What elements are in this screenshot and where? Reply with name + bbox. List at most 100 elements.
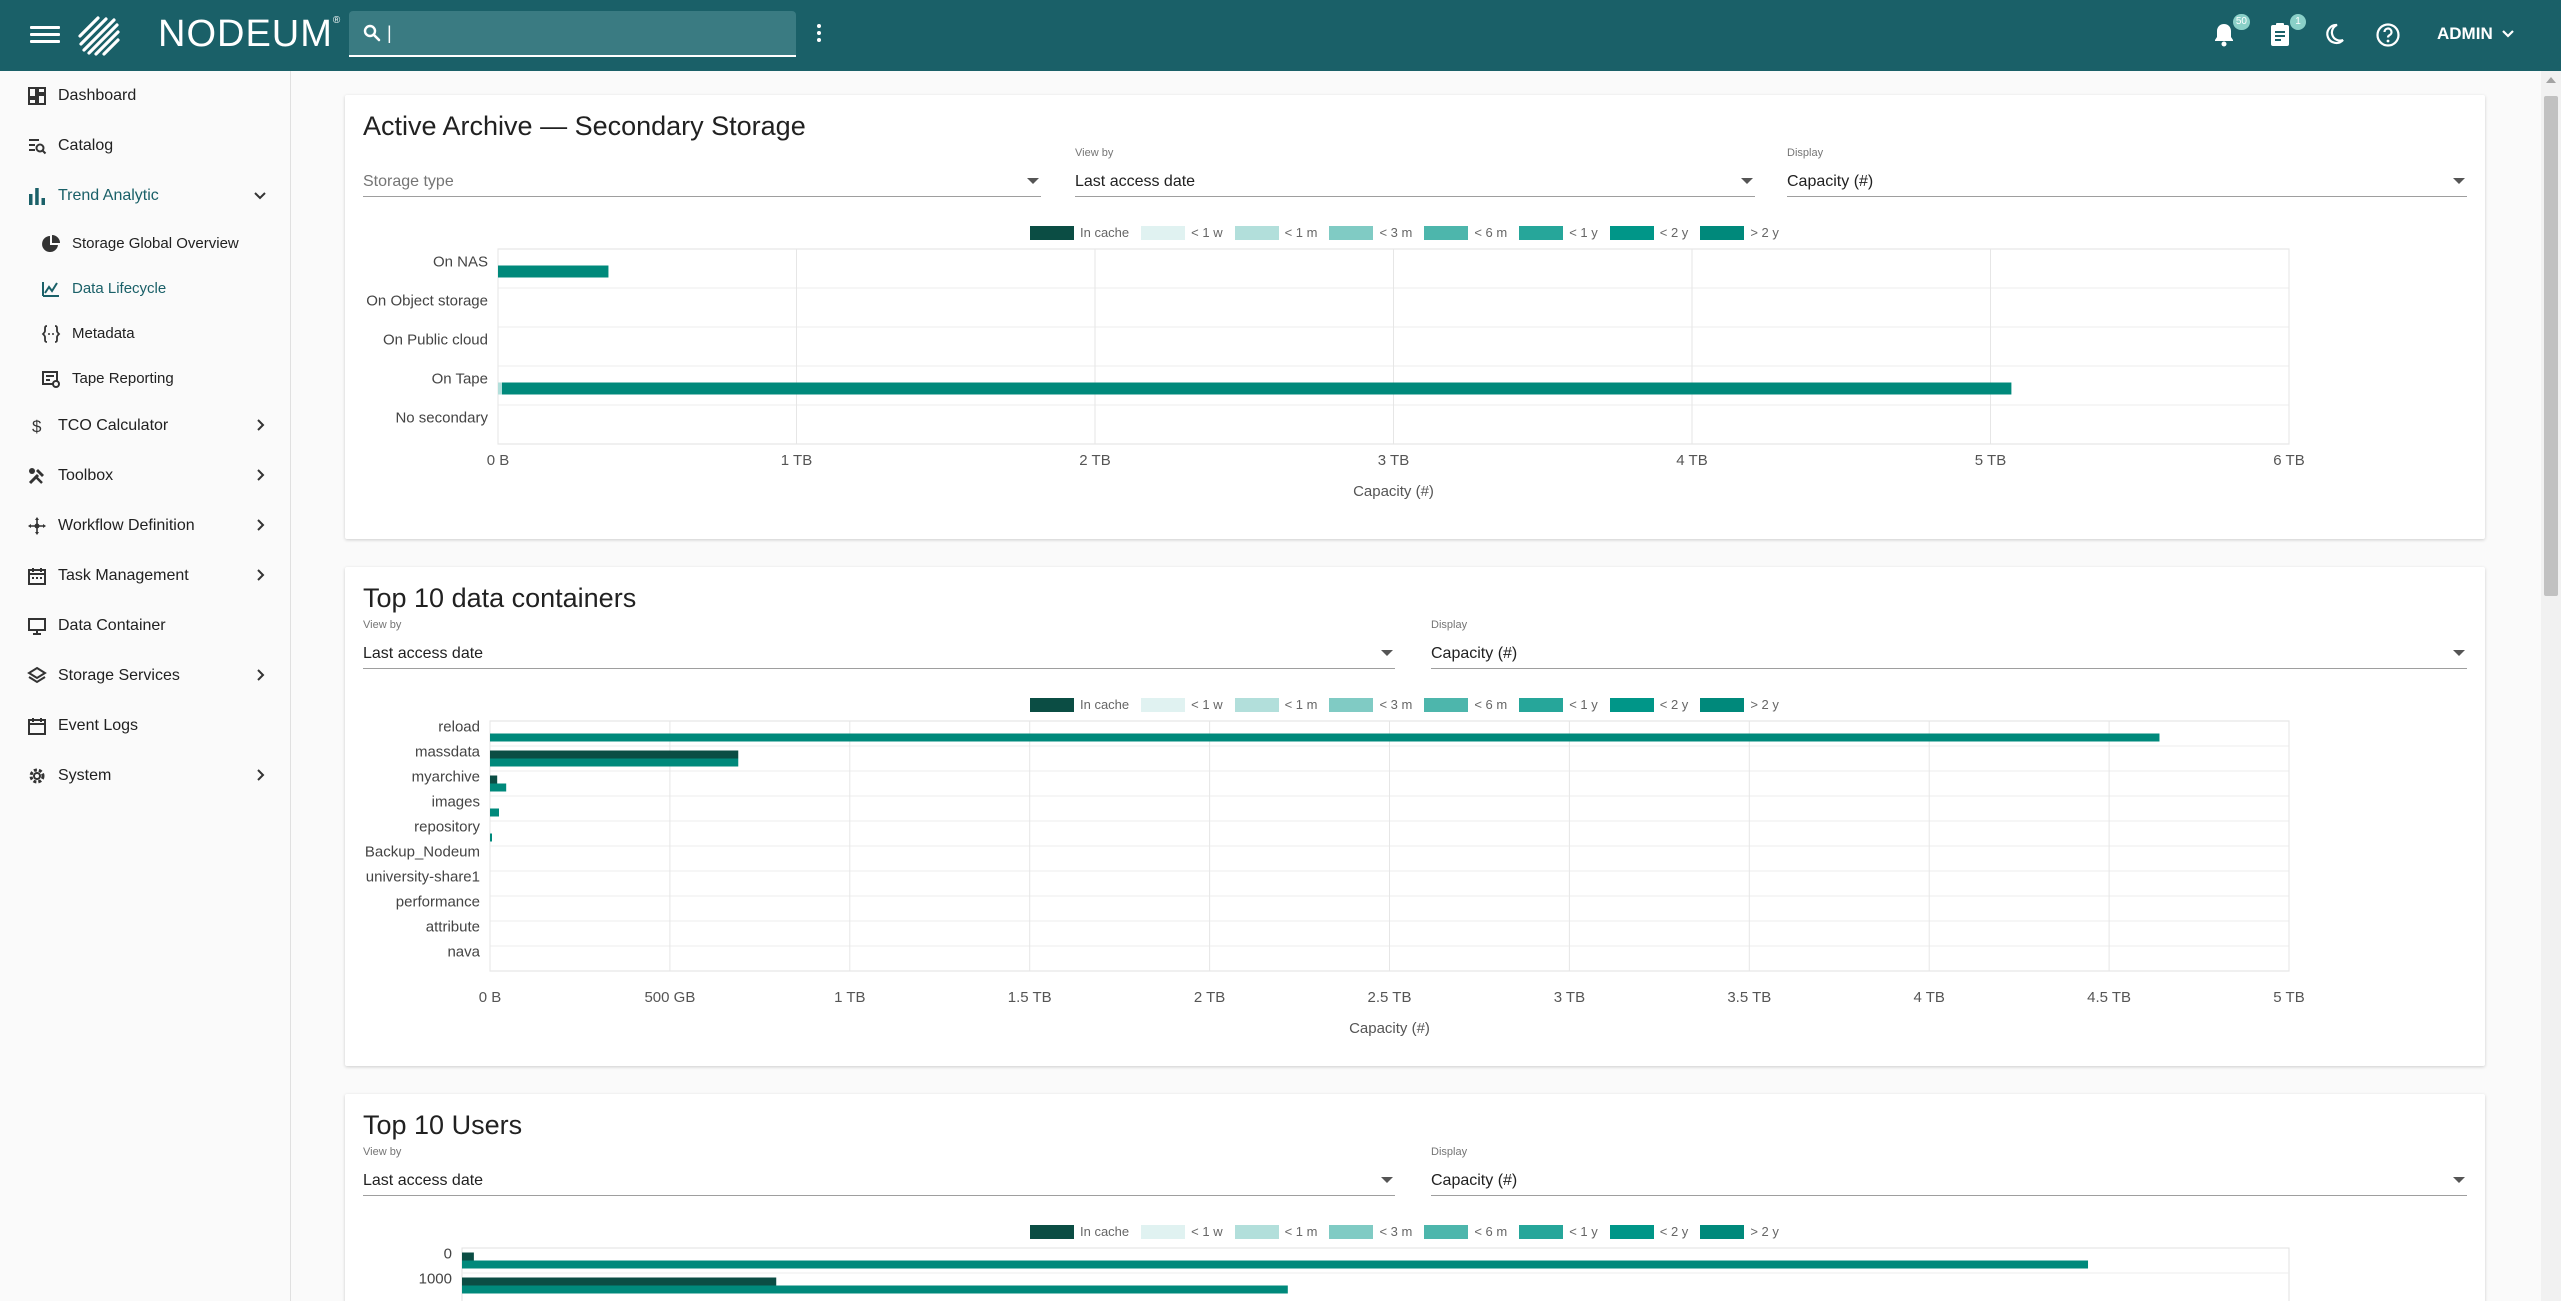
bar-old-massdata — [490, 758, 739, 767]
legend-item[interactable]: < 2 y — [1609, 225, 1689, 240]
tasks-button[interactable]: 1 — [2268, 14, 2306, 50]
help-button[interactable] — [2375, 22, 2403, 50]
chart-legend: In cache < 1 w < 1 m < 3 m < 6 m < 1 y < 2 y > … — [1030, 1224, 1791, 1239]
legend-item[interactable]: < 6 m — [1424, 697, 1507, 712]
sidebar-item-catalog[interactable]: Catalog — [0, 121, 290, 171]
x-tick-label: 4 TB — [1913, 989, 1944, 1006]
sidebar-item-dashboard[interactable]: Dashboard — [0, 71, 290, 121]
select-label: View by — [1075, 147, 1114, 159]
bar-in-cache-0 — [462, 1252, 474, 1261]
sidebar-item-task-management[interactable]: Task Management — [0, 551, 290, 601]
sidebar-item-tco-calculator[interactable]: $ TCO Calculator — [0, 401, 290, 451]
legend-swatch — [1141, 697, 1186, 712]
sidebar-item-label: Data Container — [58, 617, 166, 634]
legend-item[interactable]: < 1 w — [1141, 225, 1223, 240]
legend-item[interactable]: < 3 m — [1329, 697, 1412, 712]
legend-item[interactable]: < 1 m — [1234, 697, 1317, 712]
legend-item[interactable]: < 3 m — [1329, 1224, 1412, 1239]
sidebar-subitem-storage-global-overview[interactable]: Storage Global Overview — [0, 221, 290, 266]
legend-item[interactable]: < 1 y — [1519, 1224, 1598, 1239]
legend-item[interactable]: < 1 y — [1519, 697, 1598, 712]
bar-on-tape — [498, 382, 2012, 395]
legend-item[interactable]: < 1 w — [1141, 697, 1223, 712]
legend-label: < 2 y — [1659, 225, 1689, 240]
gear-icon — [26, 765, 48, 787]
sidebar-item-data-container[interactable]: Data Container — [0, 601, 290, 651]
view-by-select[interactable]: View by Last access date — [1075, 147, 1755, 197]
search-input[interactable] — [387, 22, 767, 44]
sidebar-item-storage-services[interactable]: Storage Services — [0, 651, 290, 701]
legend-label: < 1 m — [1284, 1224, 1318, 1239]
legend-swatch — [1030, 225, 1074, 240]
legend-item[interactable]: < 3 m — [1329, 225, 1412, 240]
legend-label: In cache — [1080, 697, 1130, 712]
y-category-label: On Object storage — [366, 293, 488, 310]
legend-item[interactable]: < 2 y — [1609, 697, 1688, 712]
x-tick-label: 1.5 TB — [1008, 989, 1052, 1006]
chevron-right-icon — [257, 569, 265, 581]
display-select[interactable]: Display Capacity (#) — [1431, 619, 2467, 669]
vertical-scrollbar[interactable] — [2541, 71, 2561, 1301]
sidebar-item-label: Toolbox — [58, 467, 114, 484]
sidebar-item-trend-analytic[interactable]: Trend Analytic — [0, 171, 290, 221]
user-menu[interactable]: ADMIN — [2437, 24, 2515, 44]
legend-swatch — [1424, 225, 1469, 240]
sidebar-subitem-tape-reporting[interactable]: Tape Reporting — [0, 356, 290, 401]
more-options-icon[interactable] — [815, 24, 823, 46]
legend-swatch — [1609, 225, 1654, 240]
sidebar-item-event-logs[interactable]: Event Logs — [0, 701, 290, 751]
x-tick-label: 4.5 TB — [2087, 989, 2131, 1006]
menu-icon[interactable] — [30, 22, 60, 48]
chevron-right-icon — [257, 469, 265, 481]
legend-swatch — [1141, 225, 1186, 240]
legend-item[interactable]: < 6 m — [1424, 1224, 1507, 1239]
legend-label: In cache — [1080, 225, 1130, 240]
dropdown-arrow-icon — [2453, 1177, 2465, 1183]
scrollbar-thumb[interactable] — [2544, 96, 2558, 596]
scroll-up-arrow-icon[interactable] — [2546, 77, 2556, 83]
legend-item[interactable]: < 1 m — [1234, 1224, 1318, 1239]
legend-swatch — [1700, 697, 1745, 712]
y-category-label: reload — [438, 719, 480, 736]
view-by-select[interactable]: View by Last access date — [363, 619, 1395, 669]
legend-item[interactable]: > 2 y — [1700, 697, 1779, 712]
legend-item[interactable]: < 6 m — [1424, 225, 1507, 240]
sidebar-item-label: Workflow Definition — [58, 517, 195, 534]
y-category-label: attribute — [426, 919, 480, 936]
view-by-select[interactable]: View by Last access date — [363, 1146, 1395, 1196]
legend-item[interactable]: > 2 y — [1700, 225, 1779, 240]
dark-mode-toggle[interactable] — [2322, 22, 2350, 50]
legend-label: < 3 m — [1379, 225, 1413, 240]
sidebar-item-workflow-definition[interactable]: Workflow Definition — [0, 501, 290, 551]
top-users-chart: 0 1000 — [419, 1246, 2290, 1301]
display-select[interactable]: Display Capacity (#) — [1787, 147, 2467, 197]
legend-item[interactable]: In cache — [1030, 1224, 1129, 1239]
search-field[interactable] — [349, 11, 796, 57]
layers-icon — [26, 665, 48, 687]
legend-item[interactable]: > 2 y — [1700, 1224, 1779, 1239]
chevron-down-icon — [2501, 30, 2514, 38]
display-select[interactable]: Display Capacity (#) — [1431, 1146, 2467, 1196]
y-category-label: 0 — [444, 1246, 452, 1263]
sidebar-subitem-metadata[interactable]: Metadata — [0, 311, 290, 356]
sidebar-item-system[interactable]: System — [0, 751, 290, 801]
y-category-label: On Public cloud — [383, 332, 488, 349]
legend-item[interactable]: < 1 y — [1519, 225, 1598, 240]
sidebar-subitem-data-lifecycle[interactable]: Data Lifecycle — [0, 266, 290, 311]
legend-item[interactable]: < 2 y — [1609, 1224, 1688, 1239]
y-category-label: On Tape — [432, 371, 488, 388]
legend-item[interactable]: < 1 w — [1141, 1224, 1223, 1239]
storage-type-select[interactable]: Storage type — [363, 167, 1041, 197]
legend-item[interactable]: In cache — [1030, 225, 1129, 240]
legend-item[interactable]: < 1 m — [1234, 225, 1317, 240]
legend-label: < 6 m — [1474, 1224, 1508, 1239]
legend-item[interactable]: In cache — [1030, 697, 1129, 712]
top-data-containers-card: Top 10 data containers View by Last acce… — [345, 567, 2485, 1066]
notifications-button[interactable]: 50 — [2212, 14, 2250, 50]
card-title: Top 10 data containers — [363, 583, 637, 613]
legend-swatch — [1329, 697, 1374, 712]
bar-old-0 — [462, 1260, 2089, 1269]
svg-text:$: $ — [32, 417, 42, 436]
y-category-label: university-share1 — [366, 869, 480, 886]
sidebar-item-toolbox[interactable]: Toolbox — [0, 451, 290, 501]
